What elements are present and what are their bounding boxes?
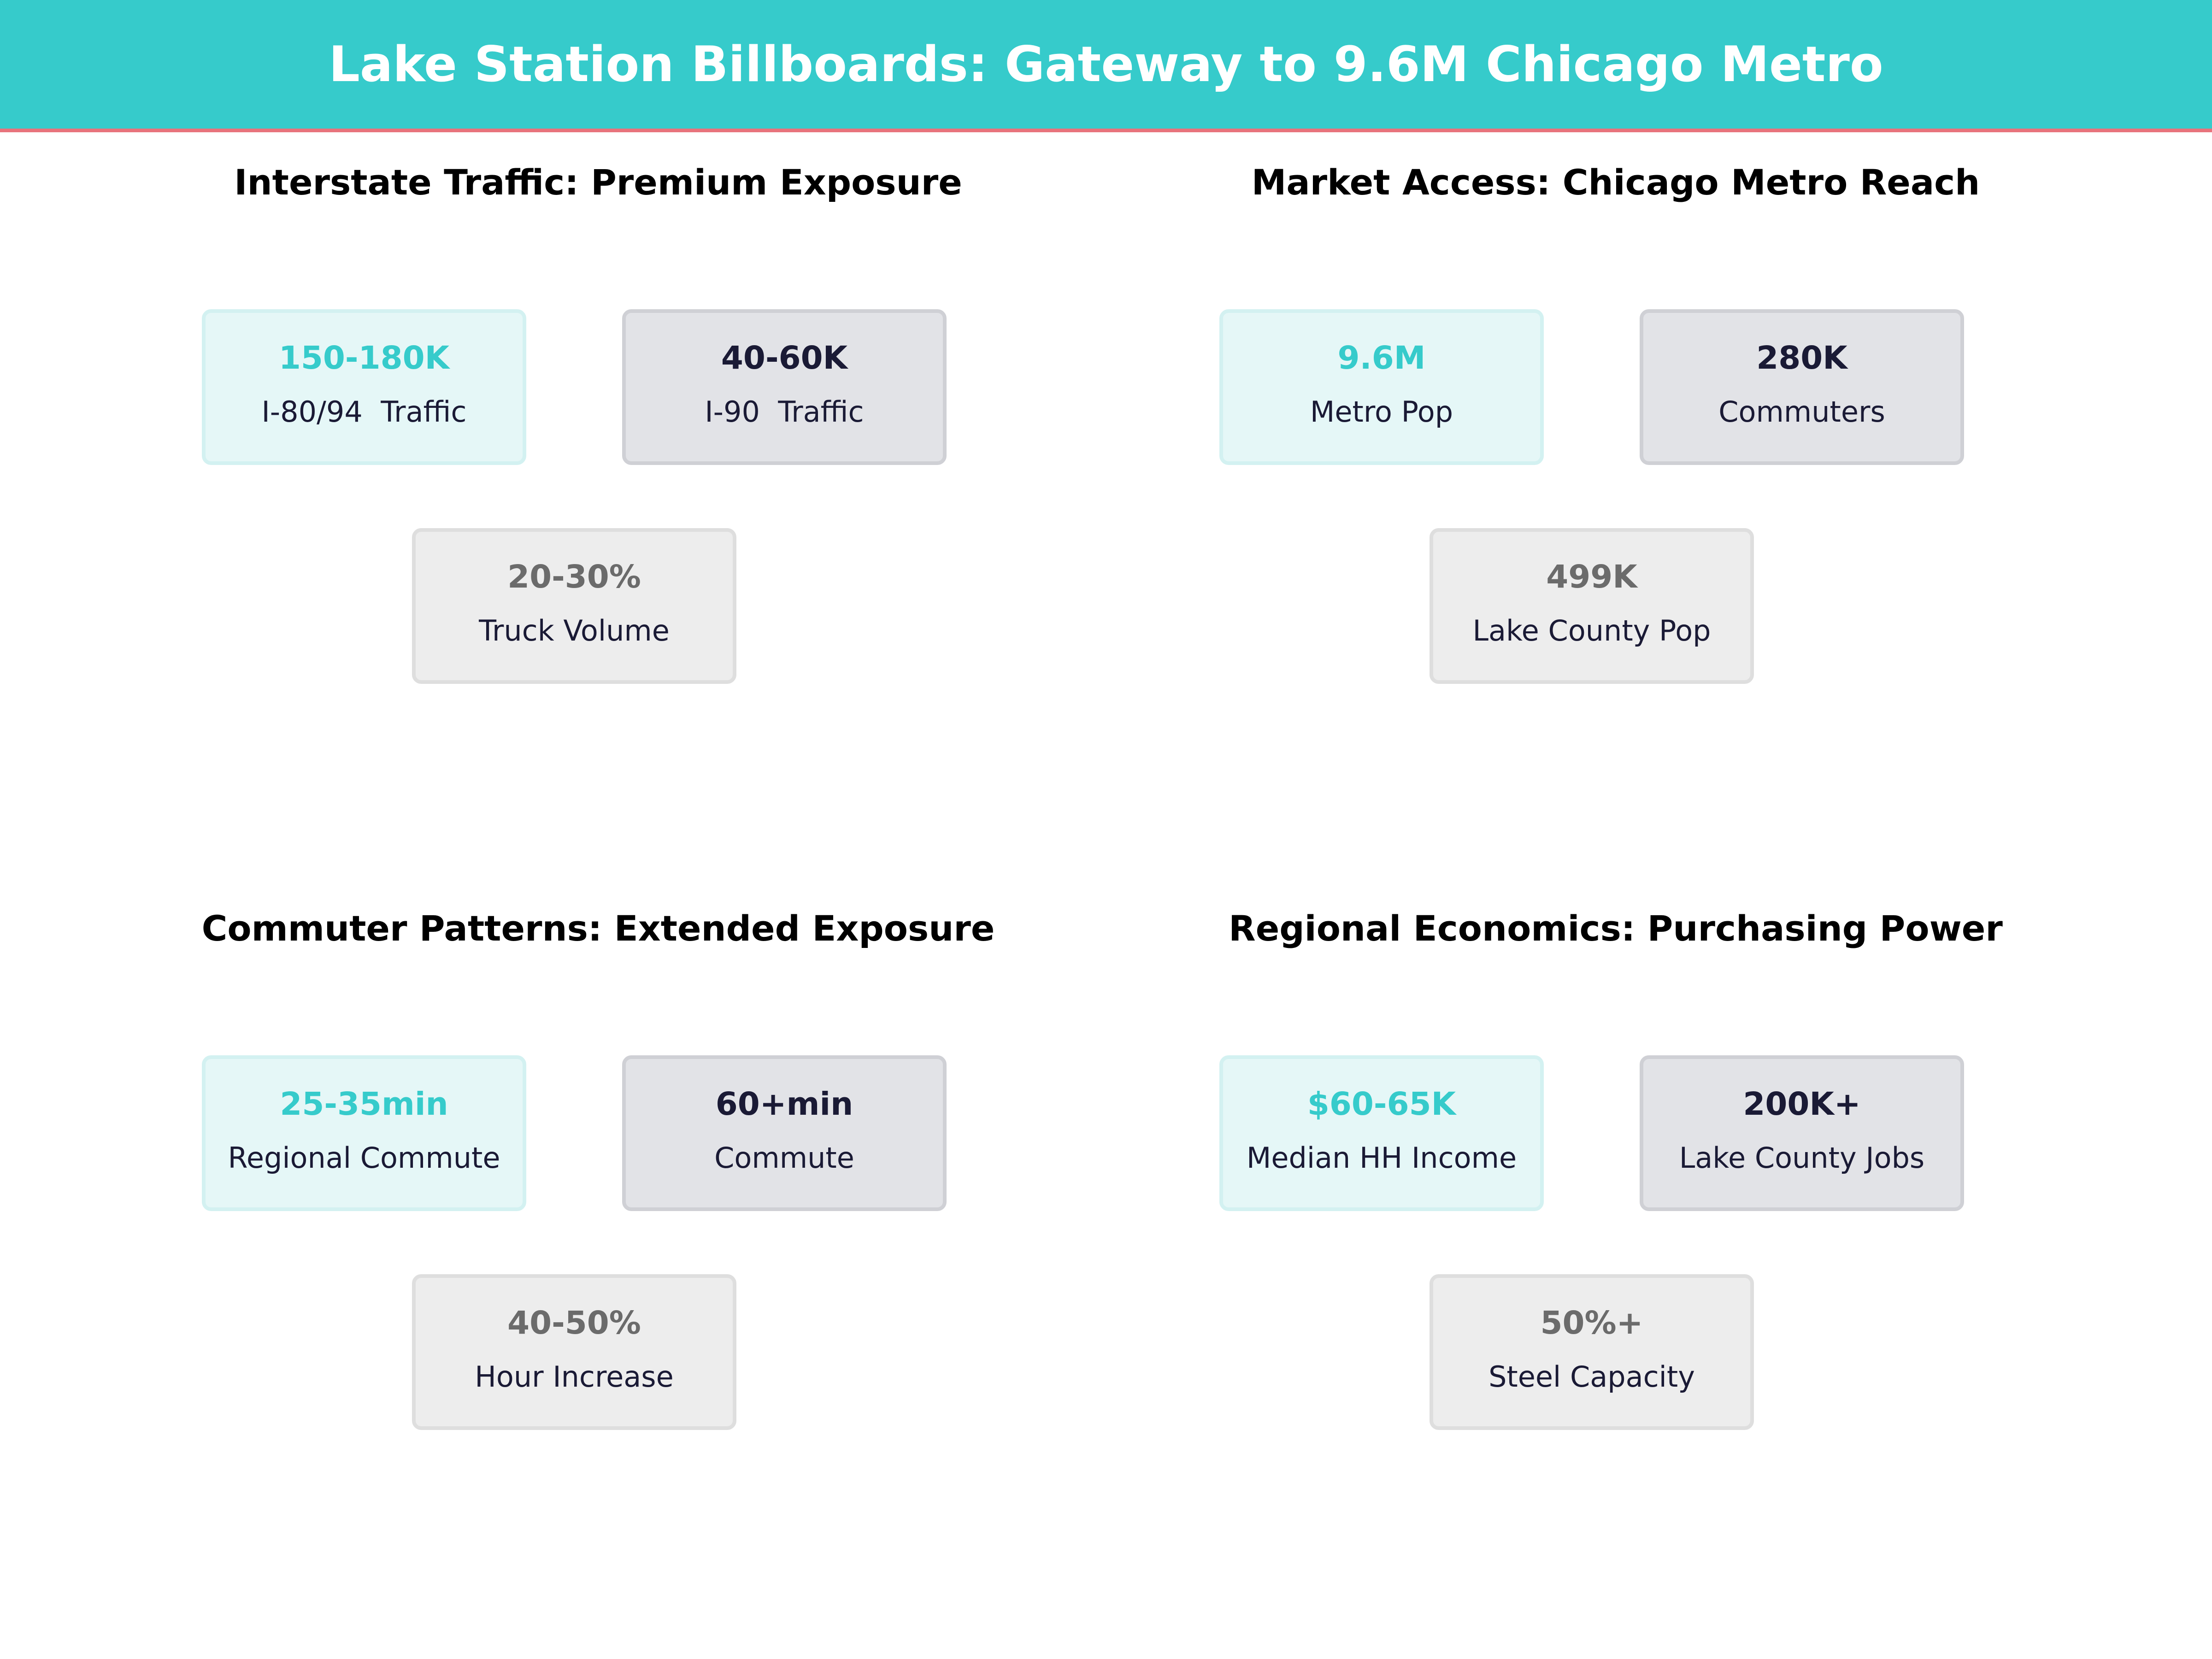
- metric-card-hour-increase: 40-50% Hour Increase: [412, 1274, 736, 1430]
- metric-value: 60+min: [715, 1086, 853, 1123]
- metric-label: Regional Commute: [228, 1141, 500, 1175]
- metric-card-lake-county-pop: 499K Lake County Pop: [1430, 528, 1754, 684]
- metric-value: 25-35min: [280, 1086, 448, 1123]
- metric-value: 50%+: [1540, 1305, 1643, 1341]
- metric-card-median-hh-income: $60-65K Median HH Income: [1219, 1055, 1544, 1211]
- metric-label: Truck Volume: [479, 614, 670, 647]
- metric-card-steel-capacity: 50%+ Steel Capacity: [1430, 1274, 1754, 1430]
- metric-value: 499K: [1546, 559, 1637, 595]
- panel-interstate-traffic: Interstate Traffic: Premium Exposure 150…: [91, 155, 1105, 846]
- metric-card-truck-volume: 20-30% Truck Volume: [412, 528, 736, 684]
- panel-title: Market Access: Chicago Metro Reach: [1251, 162, 1980, 203]
- metric-label: Lake County Jobs: [1679, 1141, 1925, 1175]
- metric-card-lake-county-jobs: 200K+ Lake County Jobs: [1640, 1055, 1964, 1211]
- metric-card-metro-pop: 9.6M Metro Pop: [1219, 309, 1544, 465]
- metric-value: 280K: [1756, 340, 1847, 377]
- metric-label: Commute: [714, 1141, 854, 1175]
- panel-title: Interstate Traffic: Premium Exposure: [234, 162, 962, 203]
- metric-label: Commuters: [1718, 395, 1885, 429]
- metric-value: 40-50%: [507, 1305, 641, 1341]
- metric-label: Median HH Income: [1246, 1141, 1517, 1175]
- metric-value: 200K+: [1743, 1086, 1861, 1123]
- metric-value: 9.6M: [1337, 340, 1426, 377]
- panel-market-access: Market Access: Chicago Metro Reach 9.6M …: [1109, 155, 2123, 846]
- metric-value: 40-60K: [721, 340, 848, 377]
- panel-title: Regional Economics: Purchasing Power: [1229, 908, 2003, 949]
- metric-value: $60-65K: [1307, 1086, 1456, 1123]
- metric-card-regional-commute: 25-35min Regional Commute: [202, 1055, 526, 1211]
- metric-label: Lake County Pop: [1472, 614, 1711, 647]
- panel-title: Commuter Patterns: Extended Exposure: [201, 908, 995, 949]
- metric-label: I-80/94 Traffic: [261, 395, 467, 429]
- metric-card-i90-traffic: 40-60K I-90 Traffic: [622, 309, 947, 465]
- panel-commuter-patterns: Commuter Patterns: Extended Exposure 25-…: [91, 901, 1105, 1592]
- metric-label: Metro Pop: [1310, 395, 1453, 429]
- metric-card-i80-94-traffic: 150-180K I-80/94 Traffic: [202, 309, 526, 465]
- metric-label: Hour Increase: [475, 1360, 674, 1394]
- metric-label: I-90 Traffic: [705, 395, 864, 429]
- metric-card-commuters: 280K Commuters: [1640, 309, 1964, 465]
- panel-regional-economics: Regional Economics: Purchasing Power $60…: [1109, 901, 2123, 1592]
- metric-card-commute: 60+min Commute: [622, 1055, 947, 1211]
- header-banner: Lake Station Billboards: Gateway to 9.6M…: [0, 0, 2212, 132]
- metric-value: 150-180K: [278, 340, 450, 377]
- metric-label: Steel Capacity: [1488, 1360, 1695, 1394]
- page-title: Lake Station Billboards: Gateway to 9.6M…: [329, 36, 1883, 93]
- metric-value: 20-30%: [507, 559, 641, 595]
